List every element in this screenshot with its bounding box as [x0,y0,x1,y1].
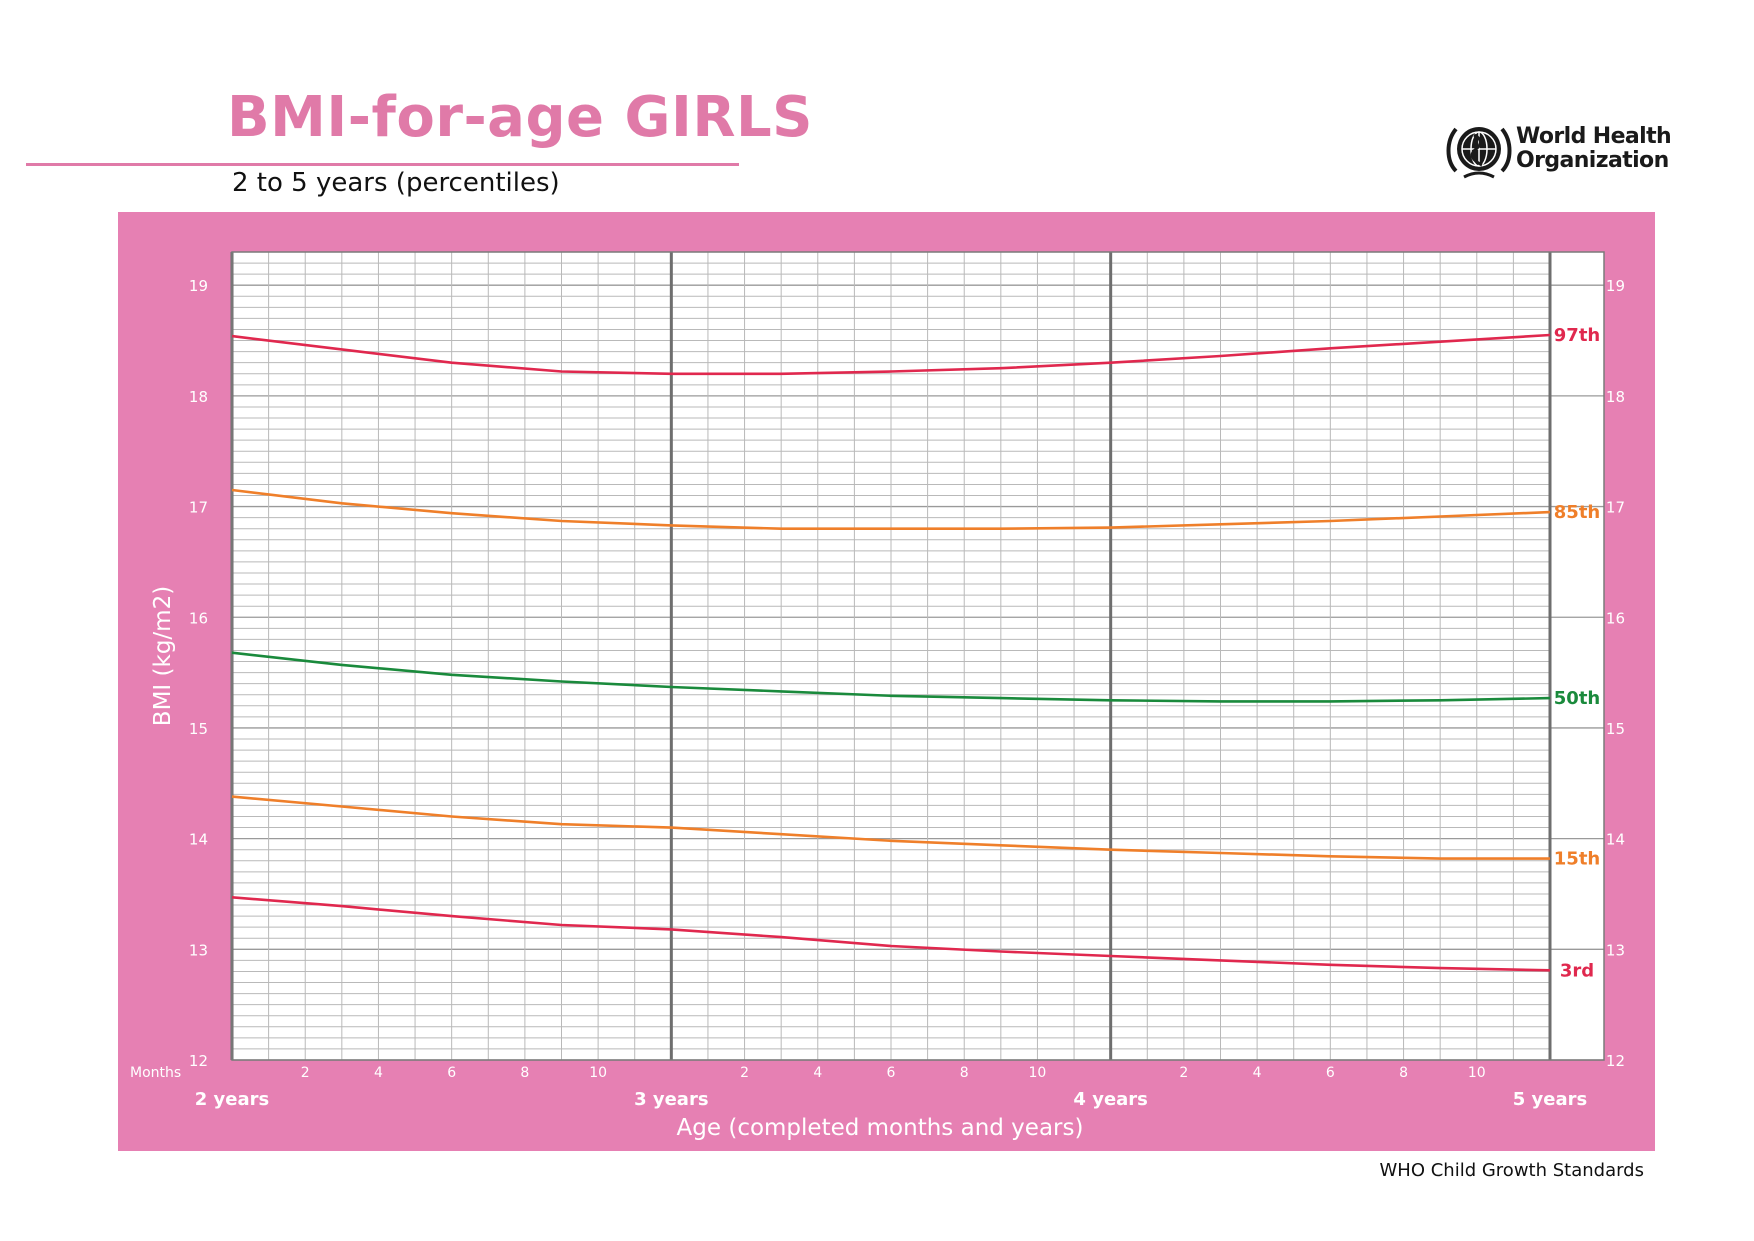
x-month-tick-label: 2 [740,1065,749,1081]
series-line-50th [231,651,1551,703]
org-name-line2: Organization [1516,148,1669,173]
y-tick-label: 12 [189,1052,208,1070]
x-month-tick-label: 8 [960,1065,969,1081]
footer-source: WHO Child Growth Standards [1379,1160,1645,1181]
series-label-3rd: 3rd [1560,960,1594,981]
x-axis-title: Age (completed months and years) [677,1115,1084,1141]
x-month-tick-label: 10 [1468,1065,1486,1081]
plot-area [232,252,1604,1060]
x-year-label: 5 years [1513,1089,1587,1110]
grid-vertical [268,252,1514,1060]
series-label-97th: 97th [1554,325,1600,346]
x-month-tick-label: 6 [1326,1065,1335,1081]
x-month-tick-label: 2 [1179,1065,1188,1081]
y-tick-label: 14 [189,831,208,849]
chart-subtitle: 2 to 5 years (percentiles) [232,168,560,198]
y-tick-label: 18 [189,388,208,406]
x-month-tick-label: 8 [1399,1065,1408,1081]
series-label-50th: 50th [1554,688,1600,709]
chart-panel: 12 12 13 13 14 14 15 15 16 16 17 17 18 18 19 19 Months 2 4… [118,212,1655,1151]
x-year-label: 4 years [1073,1089,1147,1110]
plot-frame [231,251,1605,1061]
x-month-tick-label: 4 [813,1065,822,1081]
x-month-tick-label: 2 [301,1065,310,1081]
y-tick-label: 12 [1606,1052,1625,1070]
who-wordmark: World Health Organization [1516,124,1672,173]
y-tick-label: 19 [189,277,208,295]
x-year-label: 3 years [634,1089,708,1110]
title-underline [26,163,739,166]
y-tick-label: 15 [1606,720,1625,738]
series-line-97th [231,333,1551,376]
series-line-3rd [231,896,1551,972]
x-month-tick-label: 4 [374,1065,383,1081]
series-label-15th: 15th [1554,849,1600,870]
who-emblem-icon [1446,127,1512,179]
series-line-85th [231,488,1551,530]
y-tick-label: 17 [1606,499,1625,517]
x-year-label: 2 years [195,1089,269,1110]
org-name-line1: World Health [1516,124,1672,149]
chart-title: BMI-for-age GIRLS [227,85,813,150]
series-label-85th: 85th [1554,502,1600,523]
y-axis-title: BMI (kg/m2) [150,586,176,726]
x-month-tick-label: 8 [520,1065,529,1081]
x-month-tick-label: 4 [1253,1065,1262,1081]
x-month-tick-label: 10 [1029,1065,1047,1081]
y-tick-label: 19 [1606,277,1625,295]
y-tick-label: 15 [189,720,208,738]
x-month-tick-label: 6 [447,1065,456,1081]
series-line-15th [231,795,1550,860]
bmi-chart: 12 12 13 13 14 14 15 15 16 16 17 17 18 18 19 19 Months 2 4… [130,251,1625,1141]
y-tick-label: 17 [189,499,208,517]
y-tick-label: 14 [1606,831,1625,849]
y-tick-label: 13 [189,941,208,959]
y-tick-label: 16 [189,609,208,627]
y-tick-label: 16 [1606,609,1625,627]
x-unit-label: Months [130,1065,181,1081]
y-tick-label: 13 [1606,941,1625,959]
x-month-tick-label: 10 [589,1065,607,1081]
x-month-tick-label: 6 [887,1065,896,1081]
y-tick-label: 18 [1606,388,1625,406]
